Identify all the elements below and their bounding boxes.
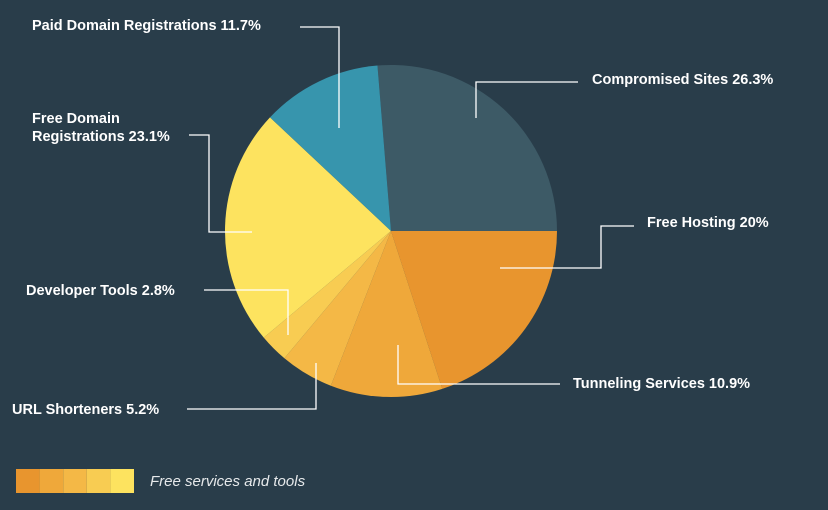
- legend-swatch: [63, 469, 87, 493]
- label-url-shorteners: URL Shorteners 5.2%: [12, 402, 159, 418]
- label-compromised-sites: Compromised Sites 26.3%: [592, 72, 773, 88]
- label-tunneling-services: Tunneling Services 10.9%: [573, 376, 750, 392]
- legend-swatches: [16, 469, 134, 493]
- leader-url-shorteners: [187, 363, 317, 410]
- label-free-domain-registrations-line2: Registrations 23.1%: [32, 129, 170, 145]
- pie-slice-developer-tools: [263, 231, 391, 359]
- leader-paid-domain-registrations: [300, 26, 340, 128]
- pie-slice-tunneling-services: [330, 231, 443, 398]
- leader-free-domain-registrations: [189, 134, 252, 233]
- pie-slice-free-domain-registrations: [225, 117, 391, 338]
- label-developer-tools: Developer Tools 2.8%: [26, 283, 175, 299]
- label-free-domain-registrations-line1: Free Domain: [32, 111, 120, 127]
- legend-label: Free services and tools: [150, 473, 306, 490]
- legend-swatch: [110, 469, 134, 493]
- label-paid-domain-registrations: Paid Domain Registrations 11.7%: [32, 18, 261, 34]
- pie-slice-free-hosting: [391, 231, 557, 389]
- pie-slice-paid-domain-registrations: [269, 65, 391, 231]
- label-free-hosting: Free Hosting 20%: [647, 215, 769, 231]
- leader-lines: [187, 26, 634, 410]
- leader-tunneling-services: [397, 345, 560, 385]
- leader-free-hosting: [500, 225, 634, 269]
- pie-slice-compromised-sites: [377, 64, 558, 231]
- pie-slice-url-shorteners: [284, 231, 391, 386]
- legend-swatch: [39, 469, 64, 493]
- leader-compromised-sites: [475, 81, 578, 118]
- legend-swatch: [16, 469, 40, 493]
- legend-swatch: [86, 469, 111, 493]
- pie-slices: [225, 64, 558, 398]
- leader-developer-tools: [204, 289, 289, 335]
